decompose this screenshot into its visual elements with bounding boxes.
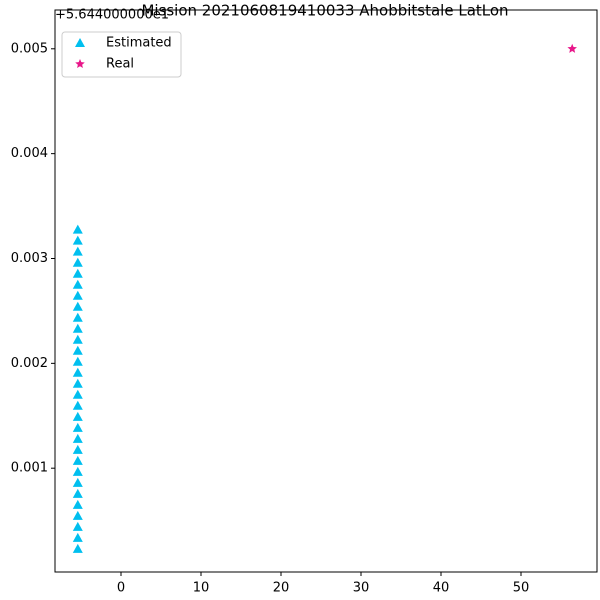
point [72,499,83,509]
x-tick-label: 20 [273,581,290,596]
y-tick-label: 0.002 [11,356,48,371]
point [72,433,83,443]
y-tick-label: 0.003 [11,251,48,266]
point [72,268,83,278]
point [72,312,83,322]
point [72,488,83,498]
point [72,389,83,399]
legend-label: Estimated [106,36,172,51]
x-tick-label: 40 [433,581,450,596]
point [72,532,83,542]
offset-label: +5.644000000e1 [55,8,169,23]
y-tick-label: 0.005 [11,41,48,56]
legend-box [61,31,182,78]
point [72,466,83,476]
point [72,290,83,300]
point [72,367,83,377]
point [72,356,83,366]
point [72,521,83,531]
point [72,345,83,355]
point [72,224,83,234]
point [72,334,83,344]
point [72,422,83,432]
point [72,455,83,465]
plot-frame [54,9,598,573]
point [72,257,83,267]
x-tick-label: 30 [353,581,370,596]
legend-marker [75,59,85,69]
point [72,301,83,311]
y-tick-label: 0.001 [11,461,48,476]
legend-marker [75,38,85,47]
x-tick-label: 10 [193,581,210,596]
point [72,444,83,454]
legend-label: Real [106,57,134,72]
point [72,543,83,553]
point [72,411,83,421]
point [72,246,83,256]
point [72,400,83,410]
x-tick-label: 0 [117,581,125,596]
point [72,235,83,245]
point [72,477,83,487]
point [72,323,83,333]
point [72,378,83,388]
point [72,279,83,289]
point [72,510,83,520]
point [567,43,577,53]
x-tick-label: 50 [513,581,530,596]
y-tick-label: 0.004 [11,146,48,161]
